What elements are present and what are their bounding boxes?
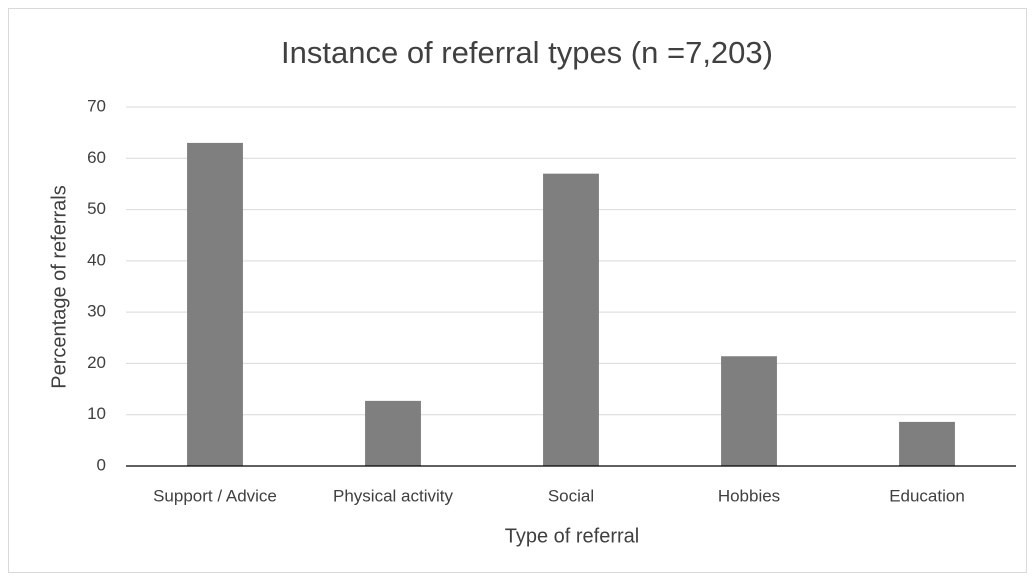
y-tick-label: 30 [87,302,106,321]
x-tick-label: Education [889,486,965,505]
chart-title: Instance of referral types (n =7,203) [281,35,773,70]
x-axis-title: Type of referral [505,525,640,547]
bar [187,142,243,466]
y-tick-label: 10 [87,404,106,423]
x-tick-label: Social [548,486,594,505]
y-tick-label: 0 [97,455,106,474]
chart-border [8,8,1027,573]
y-tick-label: 50 [87,199,106,218]
y-tick-label: 20 [87,353,106,372]
y-tick-label: 40 [87,250,106,269]
y-tick-label: 70 [87,96,106,115]
x-tick-label: Support / Advice [153,486,277,505]
bar [721,356,777,466]
x-tick-label: Hobbies [718,486,780,505]
y-tick-label: 60 [87,148,106,167]
x-tick-label: Physical activity [333,486,453,505]
bar [543,173,599,466]
y-axis-title: Percentage of referrals [48,185,70,388]
bar [899,421,955,466]
bar [365,400,421,466]
